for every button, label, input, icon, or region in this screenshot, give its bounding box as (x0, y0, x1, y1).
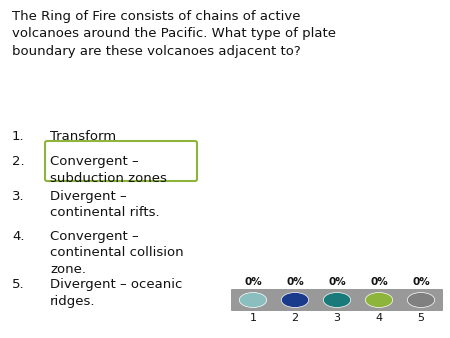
Text: Divergent –
continental rifts.: Divergent – continental rifts. (50, 190, 160, 219)
Text: 0%: 0% (412, 277, 430, 287)
Text: 0%: 0% (328, 277, 346, 287)
Text: 2.: 2. (12, 155, 25, 168)
Text: The Ring of Fire consists of chains of active
volcanoes around the Pacific. What: The Ring of Fire consists of chains of a… (12, 10, 336, 58)
Ellipse shape (281, 292, 309, 308)
Text: 1: 1 (249, 313, 256, 323)
Text: 3: 3 (333, 313, 341, 323)
Text: 3.: 3. (12, 190, 25, 203)
Text: 4: 4 (375, 313, 382, 323)
Ellipse shape (239, 292, 267, 308)
FancyBboxPatch shape (231, 289, 443, 311)
Text: Convergent –
continental collision
zone.: Convergent – continental collision zone. (50, 230, 184, 276)
Text: 0%: 0% (286, 277, 304, 287)
Ellipse shape (407, 292, 435, 308)
Text: Transform: Transform (50, 130, 116, 143)
Text: 0%: 0% (244, 277, 262, 287)
Text: 2: 2 (292, 313, 298, 323)
Ellipse shape (324, 292, 351, 308)
Text: Divergent – oceanic
ridges.: Divergent – oceanic ridges. (50, 278, 182, 308)
Text: 5: 5 (418, 313, 424, 323)
Text: 4.: 4. (12, 230, 24, 243)
FancyBboxPatch shape (45, 141, 197, 181)
Text: Convergent –
subduction zones: Convergent – subduction zones (50, 155, 167, 185)
Text: 5.: 5. (12, 278, 25, 291)
Text: 0%: 0% (370, 277, 388, 287)
Text: 1.: 1. (12, 130, 25, 143)
Ellipse shape (365, 292, 393, 308)
